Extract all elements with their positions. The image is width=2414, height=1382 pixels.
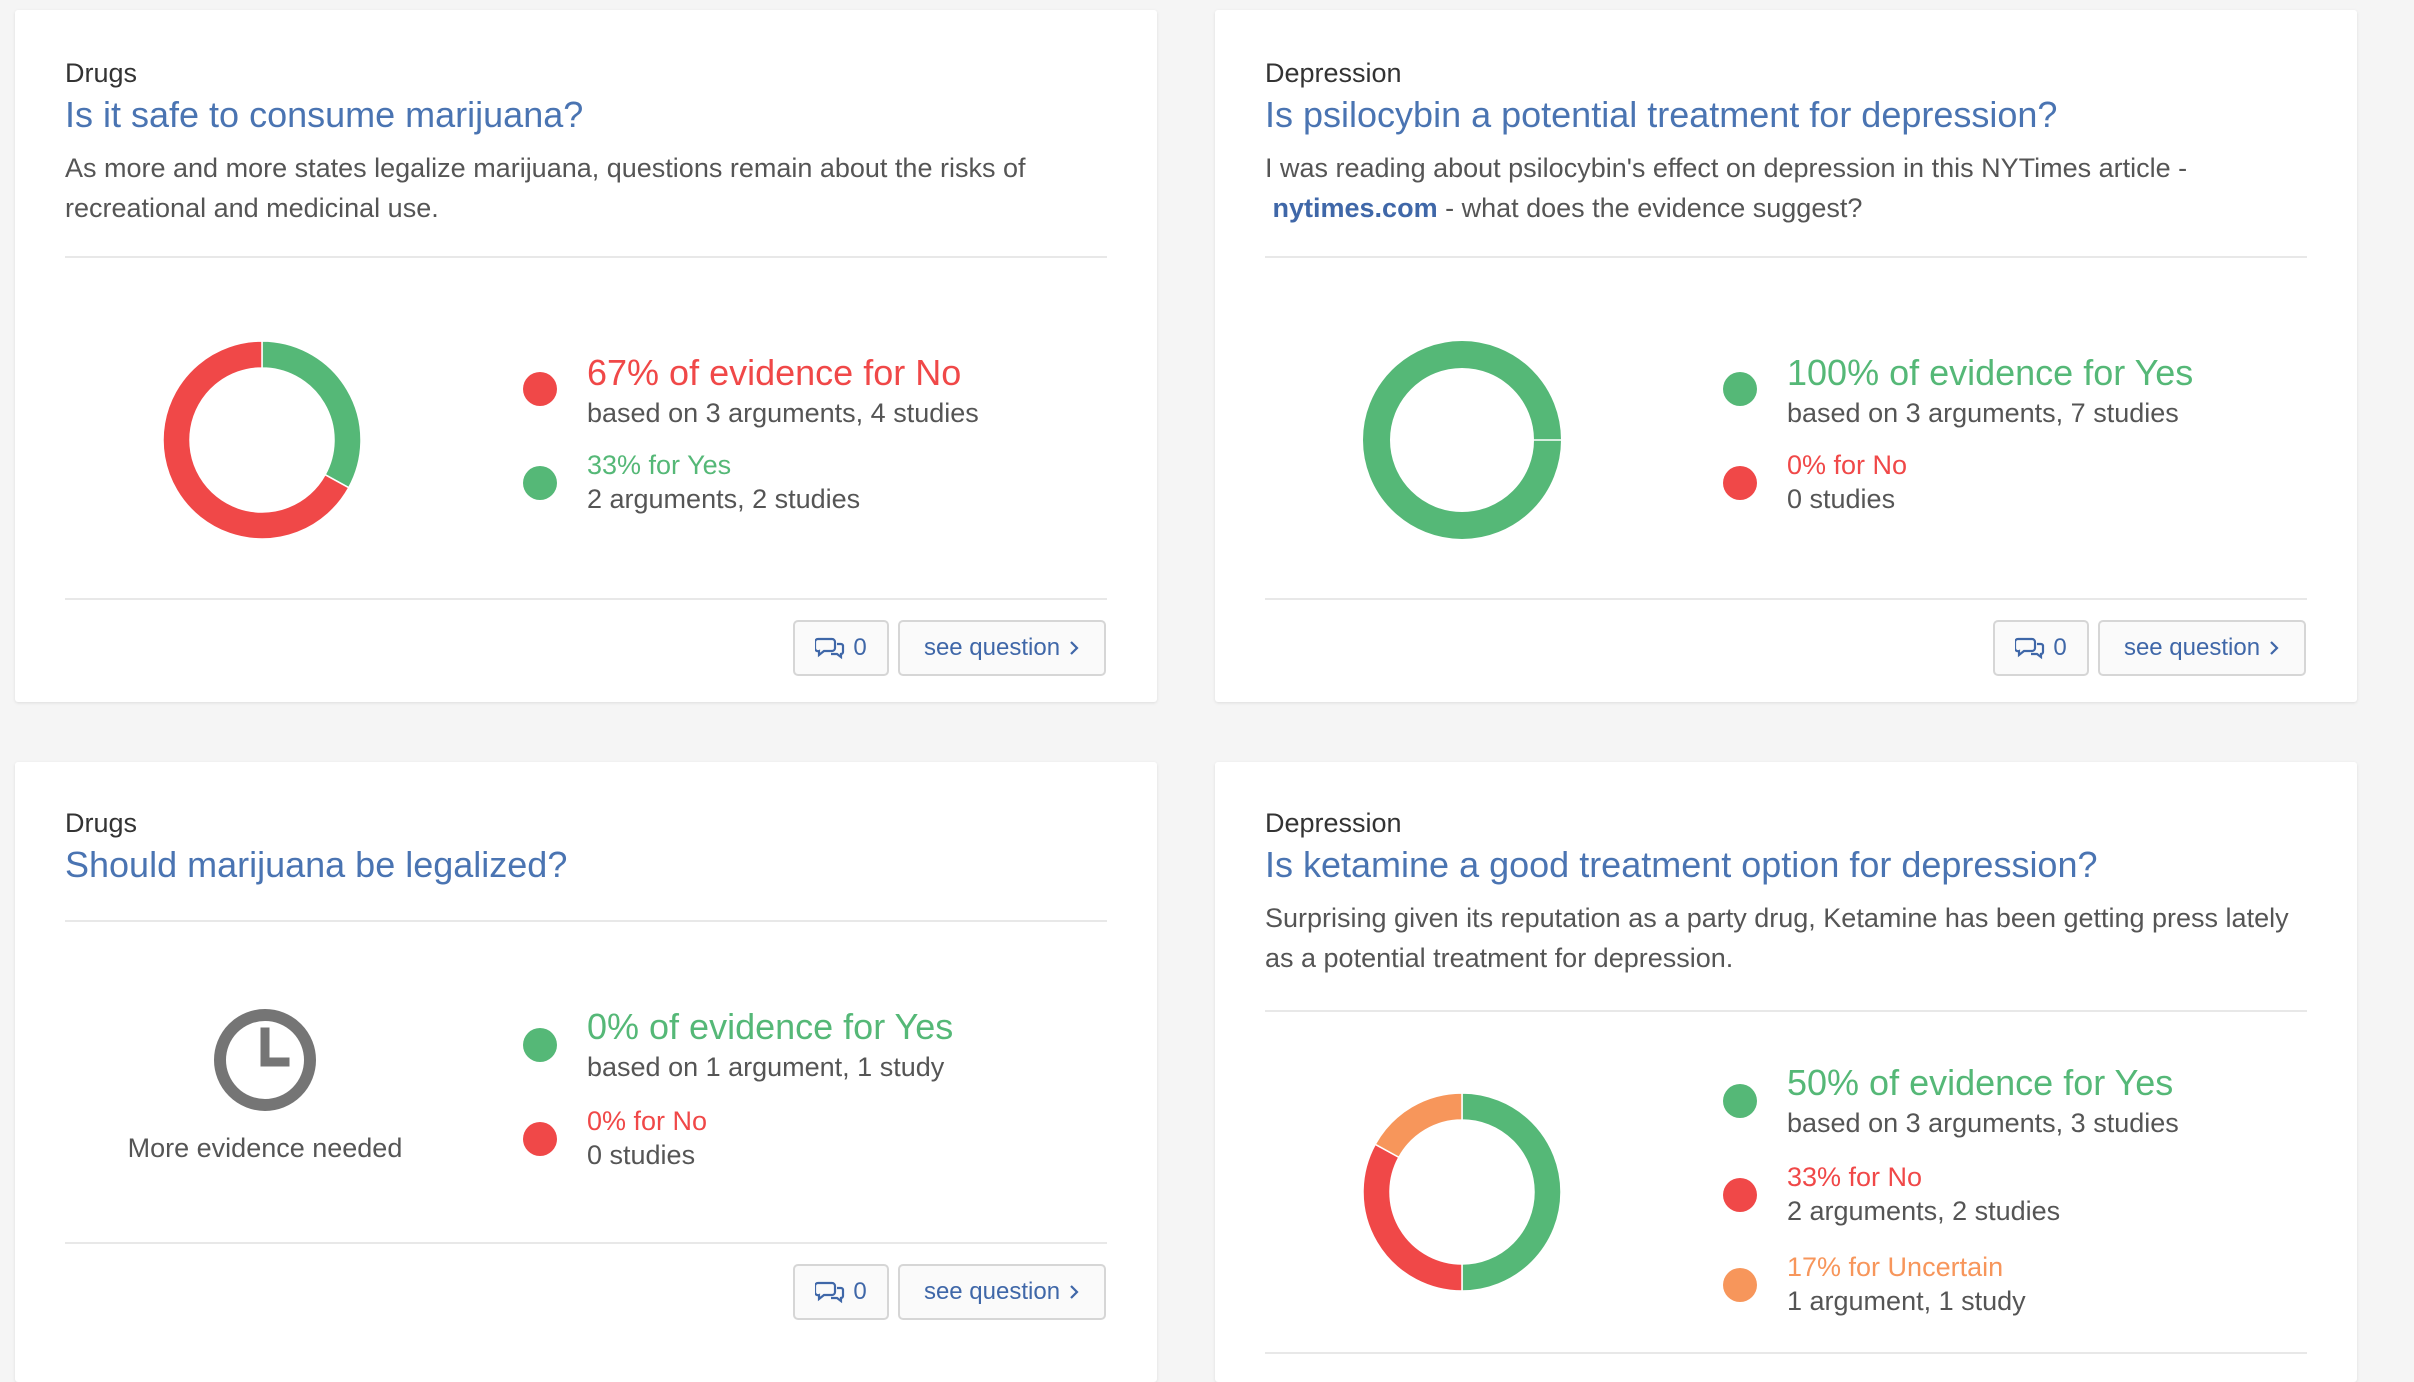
donut-segment-no — [162, 340, 350, 540]
secondary-evidence-text: 33% for Yes — [587, 450, 732, 480]
chevron-right-icon — [1070, 641, 1079, 655]
evidence-donut-chart — [1362, 1092, 1562, 1292]
primary-evidence-detail: based on 1 argument, 1 study — [587, 1052, 945, 1082]
comments-button[interactable]: 0 — [793, 620, 889, 676]
more-evidence-caption: More evidence needed — [127, 1133, 403, 1163]
secondary-evidence-detail: 0 studies — [1787, 484, 1896, 514]
divider — [1265, 256, 2307, 258]
evidence-donut-chart — [162, 340, 362, 540]
secondary-evidence-text: 33% for No — [1787, 1162, 1923, 1192]
question-description: Surprising given its reputation as a par… — [1265, 903, 2289, 973]
primary-evidence-text: 0% of evidence for Yes — [587, 1006, 954, 1047]
question-title[interactable]: Is psilocybin a potential treatment for … — [1265, 94, 2058, 135]
question-card: Drugs Is it safe to consume marijuana? A… — [15, 10, 1157, 702]
primary-evidence-text: 100% of evidence for Yes — [1787, 352, 2194, 393]
see-question-button[interactable]: see question — [898, 620, 1106, 676]
no-evidence-dot — [1723, 1178, 1757, 1212]
chevron-right-icon — [2270, 641, 2279, 655]
comments-icon — [815, 1281, 845, 1304]
secondary-evidence-detail: 2 arguments, 2 studies — [587, 484, 861, 514]
category-label: Drugs — [65, 808, 138, 838]
donut-segment-yes — [261, 340, 362, 489]
chevron-right-icon — [1070, 1285, 1079, 1299]
see-question-button[interactable]: see question — [2098, 620, 2306, 676]
donut-segment-no — [1362, 1143, 1463, 1292]
secondary-evidence-detail: 2 arguments, 2 studies — [1787, 1196, 2061, 1226]
question-description: As more and more states legalize marijua… — [65, 153, 1026, 223]
tertiary-evidence-text: 17% for Uncertain — [1787, 1252, 2004, 1282]
divider — [65, 1242, 1107, 1244]
clock-icon — [214, 1009, 316, 1111]
comment-count: 0 — [2053, 634, 2067, 661]
comment-count: 0 — [853, 634, 867, 661]
see-question-label: see question — [923, 1278, 1061, 1305]
primary-evidence-text: 67% of evidence for No — [587, 352, 962, 393]
no-evidence-dot — [523, 372, 557, 406]
divider — [1265, 598, 2307, 600]
description-text-after: - what does the evidence suggest? — [1437, 193, 1863, 223]
divider — [1265, 1352, 2307, 1354]
comments-icon — [2015, 637, 2045, 660]
description-text: I was reading about psilocybin's effect … — [1265, 153, 2188, 183]
question-card: Depression Is psilocybin a potential tre… — [1215, 10, 2357, 702]
question-card: Drugs Should marijuana be legalized? Mor… — [15, 762, 1157, 1382]
question-description: I was reading about psilocybin's effect … — [1265, 148, 2305, 228]
nytimes-link[interactable]: nytimes.com — [1272, 193, 1438, 223]
yes-evidence-dot — [1723, 1084, 1757, 1118]
see-question-label: see question — [923, 634, 1061, 661]
divider — [65, 256, 1107, 258]
donut-segment-yes — [1363, 341, 1561, 539]
comments-button[interactable]: 0 — [793, 1264, 889, 1320]
primary-evidence-detail: based on 3 arguments, 3 studies — [1787, 1108, 2179, 1138]
divider — [65, 920, 1107, 922]
insufficient-evidence-indicator: More evidence needed — [115, 1008, 415, 1164]
donut-segment-uncertain — [1374, 1092, 1463, 1159]
no-evidence-dot — [1723, 466, 1757, 500]
uncertain-evidence-dot — [1723, 1268, 1757, 1302]
comments-button[interactable]: 0 — [1993, 620, 2089, 676]
primary-evidence-detail: based on 3 arguments, 7 studies — [1787, 398, 2179, 428]
primary-evidence-detail: based on 3 arguments, 4 studies — [587, 398, 979, 428]
question-card: Depression Is ketamine a good treatment … — [1215, 762, 2357, 1382]
yes-evidence-dot — [1723, 372, 1757, 406]
divider — [1265, 1010, 2307, 1012]
question-title[interactable]: Is ketamine a good treatment option for … — [1265, 844, 2098, 885]
secondary-evidence-text: 0% for No — [1787, 450, 1908, 480]
category-label: Drugs — [65, 58, 138, 88]
yes-evidence-dot — [523, 1028, 557, 1062]
category-label: Depression — [1265, 808, 1402, 838]
question-title[interactable]: Should marijuana be legalized? — [65, 844, 568, 885]
tertiary-evidence-detail: 1 argument, 1 study — [1787, 1286, 2026, 1316]
comments-icon — [815, 637, 845, 660]
donut-segment-yes — [1461, 1092, 1562, 1292]
see-question-label: see question — [2123, 634, 2261, 661]
category-label: Depression — [1265, 58, 1402, 88]
no-evidence-dot — [523, 1122, 557, 1156]
secondary-evidence-detail: 0 studies — [587, 1140, 696, 1170]
see-question-button[interactable]: see question — [898, 1264, 1106, 1320]
evidence-donut-chart — [1363, 341, 1561, 539]
secondary-evidence-text: 0% for No — [587, 1106, 708, 1136]
yes-evidence-dot — [523, 466, 557, 500]
comment-count: 0 — [853, 1278, 867, 1305]
primary-evidence-text: 50% of evidence for Yes — [1787, 1062, 2174, 1103]
divider — [65, 598, 1107, 600]
question-title[interactable]: Is it safe to consume marijuana? — [65, 94, 584, 135]
